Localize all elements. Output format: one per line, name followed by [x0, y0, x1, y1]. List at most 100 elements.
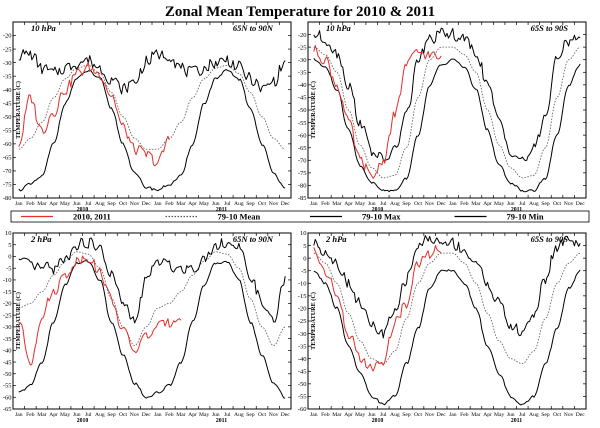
y-tick-label: 5: [303, 243, 306, 250]
y-tick-label: -40: [3, 87, 12, 94]
plot-frame: [12, 21, 292, 199]
pressure-label: 10 hPa: [31, 23, 57, 33]
month-label: Sep: [541, 412, 550, 418]
series-line-79-10-min: [313, 57, 581, 193]
chart-panel-3: 10 5 0 -5 -10 -15 -20 -25 -30 -35 -40 -45 -50 -55 -60 -…: [3, 230, 292, 424]
month-label: Jul: [380, 201, 387, 207]
month-label: Mar: [37, 412, 46, 418]
month-label: Dec: [281, 201, 291, 207]
month-label: Nov: [564, 201, 574, 207]
y-axis-label: TEMPERATURE (C): [15, 292, 22, 350]
month-label: Oct: [119, 201, 128, 207]
month-label: Jan: [310, 201, 318, 207]
month-label: May: [355, 201, 365, 207]
month-label: Aug: [529, 412, 539, 418]
series-line-79-10-min: [18, 260, 286, 399]
y-axis-label: TEMPERATURE (C): [15, 81, 22, 139]
series-line-79-10-max: [18, 237, 286, 324]
legend-label: 79-10 Mean: [218, 212, 261, 222]
y-tick-label: -70: [298, 157, 307, 164]
month-label: Aug: [95, 201, 105, 207]
month-label: Aug: [234, 412, 244, 418]
y-tick-label: -60: [3, 394, 12, 401]
series-line-79-10-mean: [313, 252, 581, 365]
y-tick-label: -15: [298, 293, 307, 300]
month-label: Sep: [246, 412, 255, 418]
year-label: 2011: [511, 207, 522, 213]
y-tick-label: -20: [3, 301, 12, 308]
month-label: Feb: [165, 412, 174, 418]
month-label: Apr: [483, 201, 492, 207]
y-tick-label: -30: [298, 331, 307, 338]
y-tick-label: -35: [298, 69, 307, 76]
y-tick-label: -15: [3, 289, 12, 296]
chart-panel-1: -20 -25 -30 -35 -40 -45 -50 -55 -60 -65 -70 -75 -80 T…: [3, 21, 292, 213]
legend-label: 79-10 Min: [507, 212, 544, 222]
legend-label: 79-10 Max: [362, 212, 401, 222]
y-tick-label: 10: [5, 230, 12, 237]
month-label: Mar: [471, 412, 480, 418]
region-label: 65S to 90S: [531, 23, 569, 33]
y-tick-label: -50: [3, 371, 12, 378]
month-label: Nov: [425, 201, 435, 207]
y-tick-label: -55: [3, 128, 12, 135]
month-label: Aug: [390, 412, 400, 418]
y-tick-label: -50: [3, 114, 12, 121]
month-label: Oct: [119, 412, 128, 418]
month-label: Oct: [414, 201, 423, 207]
month-label: Feb: [165, 201, 174, 207]
month-label: Mar: [332, 412, 341, 418]
month-label: Jun: [73, 412, 81, 418]
legend-label: 2010, 2011: [73, 212, 111, 222]
month-label: Jul: [380, 412, 387, 418]
month-label: Dec: [437, 412, 447, 418]
month-label: Aug: [234, 201, 244, 207]
pressure-label: 2 hPa: [325, 234, 347, 244]
y-tick-label: -35: [3, 336, 12, 343]
month-label: Feb: [321, 412, 330, 418]
year-label: 2010: [372, 207, 384, 213]
region-label: 65S to 90S: [531, 234, 569, 244]
y-tick-label: -45: [3, 100, 12, 107]
y-tick-label: -60: [3, 141, 12, 148]
month-label: Jan: [15, 201, 23, 207]
month-label: Dec: [142, 201, 152, 207]
month-label: Jun: [507, 201, 515, 207]
month-label: Sep: [541, 201, 550, 207]
month-label: Jan: [15, 412, 23, 418]
month-label: Jun: [212, 201, 220, 207]
month-label: Nov: [425, 412, 435, 418]
figure-title: Zonal Mean Temperature for 2010 & 2011: [165, 4, 435, 20]
y-tick-label: -25: [298, 318, 307, 325]
y-tick-label: -80: [298, 183, 307, 190]
series-line-79-10-mean: [18, 64, 286, 150]
month-label: Nov: [130, 412, 140, 418]
y-tick-label: -65: [3, 155, 12, 162]
month-label: May: [60, 201, 70, 207]
plot-frame: [307, 232, 587, 410]
y-tick-label: -50: [298, 107, 307, 114]
y-axis-label: TEMPERATURE (C): [310, 292, 317, 350]
month-label: Apr: [483, 412, 492, 418]
month-label: Dec: [576, 201, 586, 207]
year-label: 2010: [372, 418, 384, 424]
year-label: 2011: [216, 207, 227, 213]
series-line-79-10-min: [18, 69, 286, 192]
y-tick-label: -80: [3, 195, 12, 202]
month-label: Jul: [519, 412, 526, 418]
year-label: 2011: [216, 418, 227, 424]
month-label: Dec: [281, 412, 291, 418]
pressure-label: 2 hPa: [30, 234, 52, 244]
month-label: Jul: [85, 201, 92, 207]
month-label: Jul: [224, 412, 231, 418]
month-label: Mar: [332, 201, 341, 207]
y-tick-label: -50: [298, 381, 307, 388]
y-tick-label: -65: [3, 406, 12, 413]
month-label: Sep: [402, 201, 411, 207]
month-label: Aug: [529, 201, 539, 207]
series-line-79-10-max: [313, 27, 581, 161]
panels: -20-25-30-35-40-45-50-55-60-65-70-75-80T…: [3, 21, 587, 424]
month-label: May: [355, 412, 365, 418]
month-label: Sep: [402, 412, 411, 418]
